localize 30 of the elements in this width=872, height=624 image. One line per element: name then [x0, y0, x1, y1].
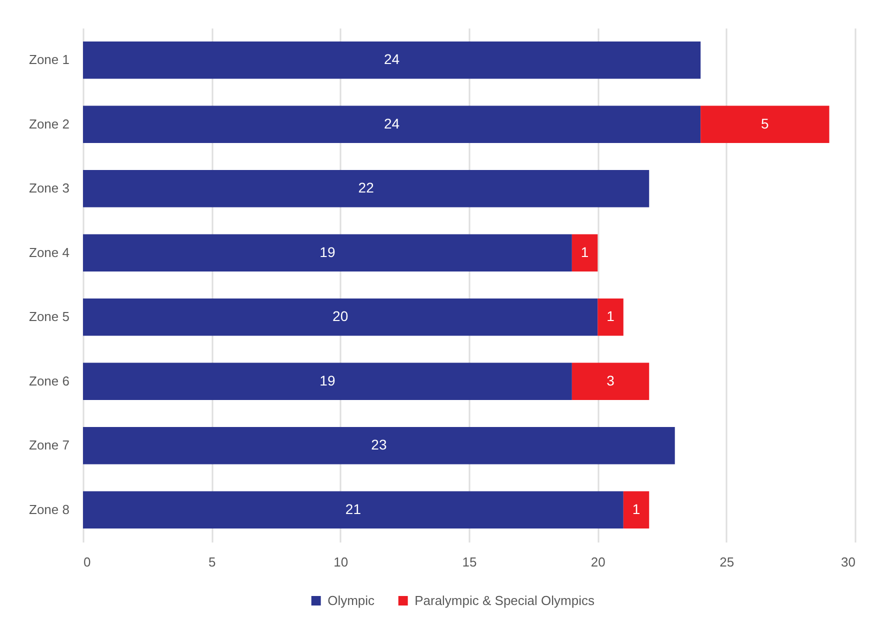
data-label: 1: [632, 500, 640, 517]
data-label: 19: [320, 244, 336, 260]
data-label: 24: [384, 51, 400, 68]
y-tick-label: Zone 2: [29, 116, 70, 132]
y-tick-label: Zone 5: [29, 309, 70, 324]
data-label: 3: [606, 372, 615, 388]
y-tick-label: Zone 7: [29, 438, 70, 453]
data-label: 23: [371, 436, 387, 453]
legend-label: Olympic: [328, 592, 376, 608]
data-label: 19: [320, 372, 336, 388]
data-label: 1: [606, 308, 615, 324]
data-label: 20: [332, 308, 348, 324]
x-tick-label: 30: [841, 554, 856, 570]
x-tick-label: 25: [720, 554, 734, 570]
y-tick-label: Zone 8: [29, 502, 70, 517]
y-tick-label: Zone 6: [29, 373, 70, 388]
data-label: 24: [384, 115, 400, 132]
x-tick-label: 0: [84, 554, 91, 570]
data-label: 21: [345, 500, 362, 517]
x-tick-label: 10: [334, 554, 348, 570]
y-tick-label: Zone 1: [29, 52, 70, 68]
data-label: 22: [358, 180, 374, 196]
y-tick-label: Zone 4: [29, 244, 70, 260]
x-tick-label: 20: [590, 554, 606, 570]
y-tick-label: Zone 3: [29, 180, 70, 196]
data-label: 1: [580, 244, 589, 260]
x-tick-label: 15: [462, 554, 477, 570]
data-label: 5: [761, 115, 770, 132]
legend-label: Paralympic & Special Olympics: [414, 592, 595, 608]
x-tick-label: 5: [208, 554, 216, 570]
